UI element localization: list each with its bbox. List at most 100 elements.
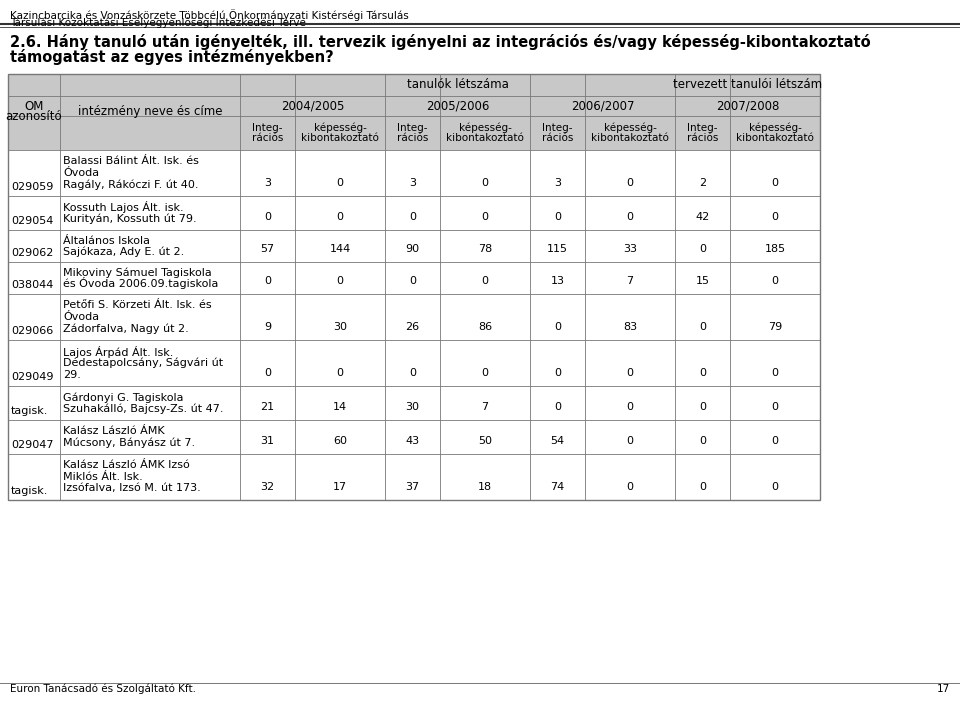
Text: kibontakoztató: kibontakoztató <box>301 133 379 143</box>
Text: tanulók létszáma: tanulók létszáma <box>407 79 509 91</box>
Text: 7: 7 <box>627 276 634 286</box>
Text: Óvoda: Óvoda <box>63 312 99 322</box>
Text: 0: 0 <box>699 322 706 332</box>
Text: rációs: rációs <box>252 133 283 143</box>
Text: rációs: rációs <box>396 133 428 143</box>
Bar <box>384 74 386 96</box>
Text: 21: 21 <box>260 402 275 412</box>
Bar <box>8 74 820 96</box>
Text: Zádorfalva, Nagy út 2.: Zádorfalva, Nagy út 2. <box>63 323 189 334</box>
Text: rációs: rációs <box>541 133 573 143</box>
Bar <box>439 74 441 96</box>
Text: 26: 26 <box>405 322 420 332</box>
Text: Lajos Árpád Ált. Isk.: Lajos Árpád Ált. Isk. <box>63 345 174 357</box>
Text: Kazincbarcika és Vonzáskörzete Többcélú Önkormányzati Kistérségi Társulás: Kazincbarcika és Vonzáskörzete Többcélú … <box>10 9 409 21</box>
Text: 18: 18 <box>478 482 492 492</box>
Text: 0: 0 <box>699 402 706 412</box>
Text: 2.6. Hány tanuló után igényelték, ill. tervezik igényelni az integrációs és/vagy: 2.6. Hány tanuló után igényelték, ill. t… <box>10 34 871 50</box>
Text: 0: 0 <box>337 368 344 378</box>
Bar <box>8 340 820 386</box>
Bar <box>8 230 820 262</box>
Text: 2006/2007: 2006/2007 <box>571 99 635 113</box>
Bar <box>8 386 820 420</box>
Text: 78: 78 <box>478 244 492 254</box>
Text: 29.: 29. <box>63 369 81 379</box>
Bar <box>8 454 820 500</box>
Text: 42: 42 <box>695 212 709 222</box>
Text: Dédestapolcsány, Ságvári út: Dédestapolcsány, Ságvári út <box>63 358 223 368</box>
Bar <box>8 294 820 340</box>
Text: 54: 54 <box>550 436 564 446</box>
Text: 13: 13 <box>550 276 564 286</box>
Text: képesség-: képesség- <box>314 123 367 133</box>
Text: kibontakoztató: kibontakoztató <box>736 133 814 143</box>
Text: 17: 17 <box>333 482 348 492</box>
Text: 43: 43 <box>405 436 420 446</box>
Text: 2004/2005: 2004/2005 <box>281 99 345 113</box>
Text: 144: 144 <box>329 244 350 254</box>
Text: 0: 0 <box>482 368 489 378</box>
Text: 90: 90 <box>405 244 420 254</box>
Text: 0: 0 <box>264 276 271 286</box>
Text: Izsófalva, Izsó M. út 173.: Izsófalva, Izsó M. út 173. <box>63 484 201 493</box>
Text: 32: 32 <box>260 482 275 492</box>
Text: 2005/2006: 2005/2006 <box>426 99 490 113</box>
Text: Kossuth Lajos Ált. isk.: Kossuth Lajos Ált. isk. <box>63 201 183 213</box>
Text: 37: 37 <box>405 482 420 492</box>
Text: Ragály, Rákóczi F. út 40.: Ragály, Rákóczi F. út 40. <box>63 179 199 190</box>
Text: 0: 0 <box>409 212 416 222</box>
Text: 0: 0 <box>482 178 489 188</box>
Bar <box>8 150 820 196</box>
Text: 029047: 029047 <box>11 440 54 450</box>
Text: 0: 0 <box>337 212 344 222</box>
Text: 3: 3 <box>264 178 271 188</box>
Text: 33: 33 <box>623 244 637 254</box>
Text: 2007/2008: 2007/2008 <box>716 99 780 113</box>
Text: Sajókaza, Ady E. út 2.: Sajókaza, Ady E. út 2. <box>63 246 184 257</box>
Text: 17: 17 <box>937 684 950 694</box>
Text: 0: 0 <box>772 178 779 188</box>
Text: 30: 30 <box>405 402 420 412</box>
Text: 0: 0 <box>627 436 634 446</box>
Text: 0: 0 <box>554 368 561 378</box>
Text: 029066: 029066 <box>11 326 53 336</box>
Text: 029054: 029054 <box>11 216 54 226</box>
Text: 15: 15 <box>695 276 709 286</box>
Text: Gárdonyi G. Tagiskola: Gárdonyi G. Tagiskola <box>63 392 183 403</box>
Text: 0: 0 <box>772 368 779 378</box>
Bar <box>584 96 586 116</box>
Text: Általános Iskola: Általános Iskola <box>63 235 150 245</box>
Text: képesség-: képesség- <box>459 123 512 133</box>
Text: Kurityán, Kossuth út 79.: Kurityán, Kossuth út 79. <box>63 213 197 224</box>
Bar <box>8 262 820 294</box>
Text: 0: 0 <box>337 178 344 188</box>
Text: 0: 0 <box>699 436 706 446</box>
Text: képesség-: képesség- <box>604 123 657 133</box>
Bar <box>8 116 820 150</box>
Text: 0: 0 <box>554 212 561 222</box>
Text: Petőfi S. Körzeti Ált. Isk. és: Petőfi S. Körzeti Ált. Isk. és <box>63 301 211 311</box>
Text: 0: 0 <box>772 402 779 412</box>
Text: 0: 0 <box>627 368 634 378</box>
Text: 0: 0 <box>554 402 561 412</box>
Text: 3: 3 <box>554 178 561 188</box>
Text: Szuhakálló, Bajcsy-Zs. út 47.: Szuhakálló, Bajcsy-Zs. út 47. <box>63 403 224 414</box>
Text: 0: 0 <box>409 368 416 378</box>
Text: Társulási Közoktatási Esélyegyenlőségi Intézkedési Terve: Társulási Közoktatási Esélyegyenlőségi I… <box>10 17 306 28</box>
Text: kibontakoztató: kibontakoztató <box>591 133 669 143</box>
Text: 0: 0 <box>337 276 344 286</box>
Text: tervezett tanulói létszám: tervezett tanulói létszám <box>673 79 822 91</box>
Bar <box>8 196 820 230</box>
Text: 79: 79 <box>768 322 782 332</box>
Text: 0: 0 <box>264 212 271 222</box>
Text: 3: 3 <box>409 178 416 188</box>
Text: Balassi Bálint Ált. Isk. és: Balassi Bálint Ált. Isk. és <box>63 157 199 167</box>
Text: 0: 0 <box>627 178 634 188</box>
Text: Integ-: Integ- <box>542 123 573 133</box>
Text: 60: 60 <box>333 436 347 446</box>
Text: tagisk.: tagisk. <box>11 406 48 416</box>
Text: kibontakoztató: kibontakoztató <box>446 133 524 143</box>
Text: 0: 0 <box>627 212 634 222</box>
Text: 0: 0 <box>772 212 779 222</box>
Text: 30: 30 <box>333 322 347 332</box>
